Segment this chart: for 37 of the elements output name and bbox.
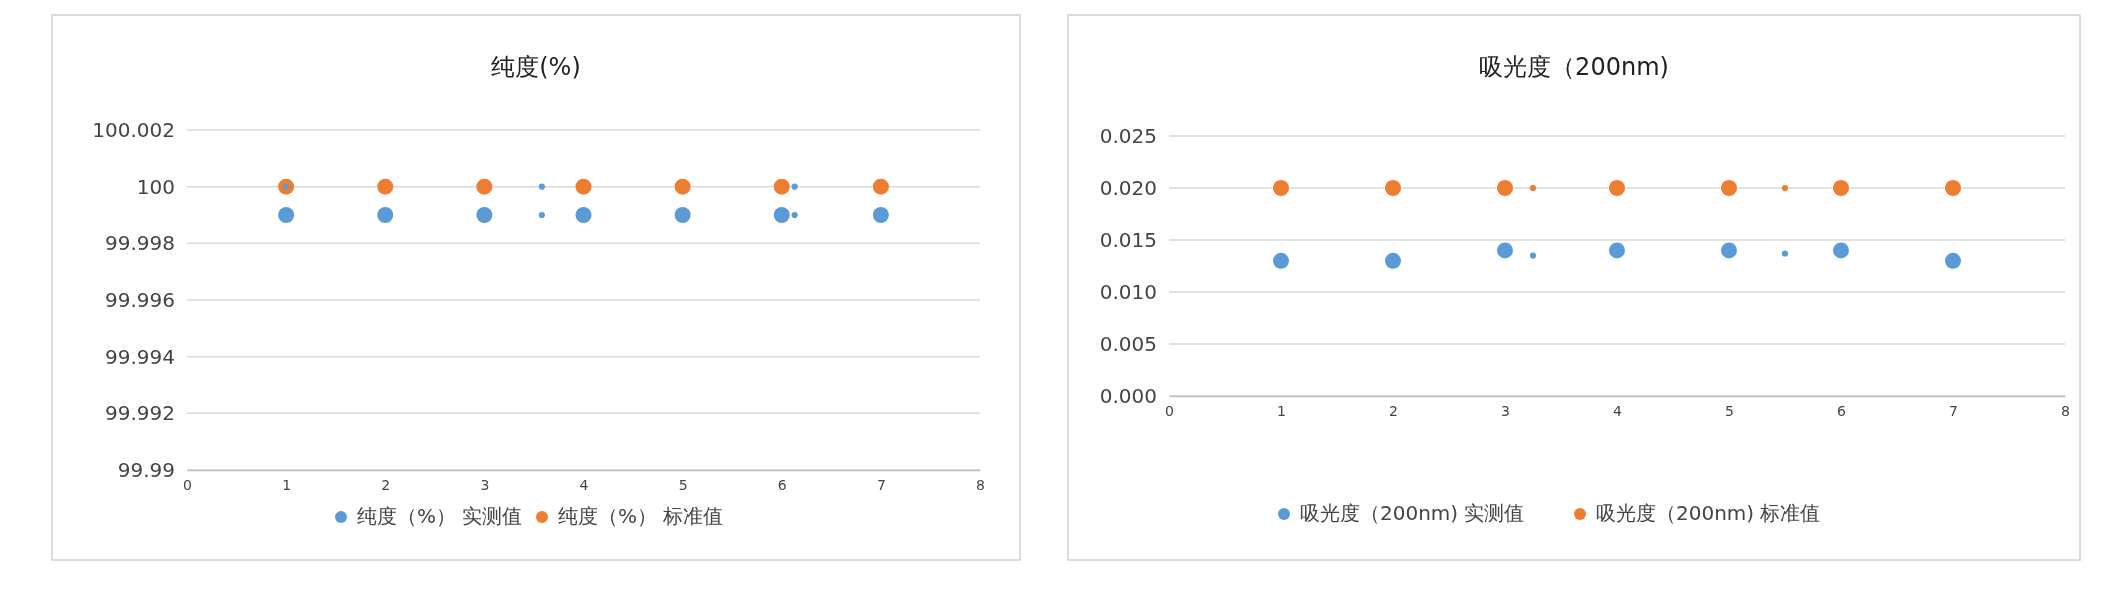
x-tick-label: 6 xyxy=(1837,402,1847,419)
x-tick-label: 1 xyxy=(282,476,292,493)
x-tick-label: 3 xyxy=(480,476,490,493)
x-tick-label: 4 xyxy=(579,476,589,493)
x-tick-label: 2 xyxy=(381,476,391,493)
x-tick-label: 8 xyxy=(2061,402,2070,419)
legend-label: 纯度（%） 实测值 xyxy=(357,504,523,528)
chart-title: 吸光度（200nm) xyxy=(1479,53,1669,81)
x-tick-label: 7 xyxy=(1949,402,1958,419)
legend-label: 吸光度（200nm) 标准值 xyxy=(1596,501,1821,525)
y-tick-label: 99.994 xyxy=(105,344,175,369)
y-tick-label: 99.996 xyxy=(105,287,175,312)
x-tick-label: 5 xyxy=(1725,402,1734,419)
x-tick-label: 7 xyxy=(876,476,886,493)
x-tick-label: 0 xyxy=(183,476,192,493)
x-tick-label: 4 xyxy=(1613,402,1623,419)
chart-title: 纯度(%) xyxy=(491,53,581,81)
y-tick-label: 100 xyxy=(136,174,175,199)
x-tick-label: 6 xyxy=(777,476,787,493)
x-tick-label: 0 xyxy=(1165,402,1174,419)
y-tick-label: 99.99 xyxy=(117,457,175,482)
y-tick-label: 0.025 xyxy=(1099,123,1157,148)
legend-label: 吸光度（200nm) 实测值 xyxy=(1300,501,1525,525)
y-tick-label: 100.002 xyxy=(92,117,175,142)
x-tick-label: 3 xyxy=(1501,402,1510,419)
x-tick-label: 5 xyxy=(678,476,688,493)
x-tick-label: 8 xyxy=(976,476,985,493)
y-tick-label: 0.020 xyxy=(1099,175,1157,200)
y-tick-label: 0.015 xyxy=(1099,227,1157,252)
y-tick-label: 99.992 xyxy=(105,401,175,426)
y-tick-label: 99.998 xyxy=(105,231,175,256)
legend-label: 纯度（%） 标准值 xyxy=(558,504,724,528)
x-tick-label: 2 xyxy=(1389,402,1398,419)
y-tick-label: 0.010 xyxy=(1099,279,1157,304)
x-tick-label: 1 xyxy=(1277,402,1286,419)
y-tick-label: 0.000 xyxy=(1099,383,1157,408)
y-tick-label: 0.005 xyxy=(1099,331,1157,356)
